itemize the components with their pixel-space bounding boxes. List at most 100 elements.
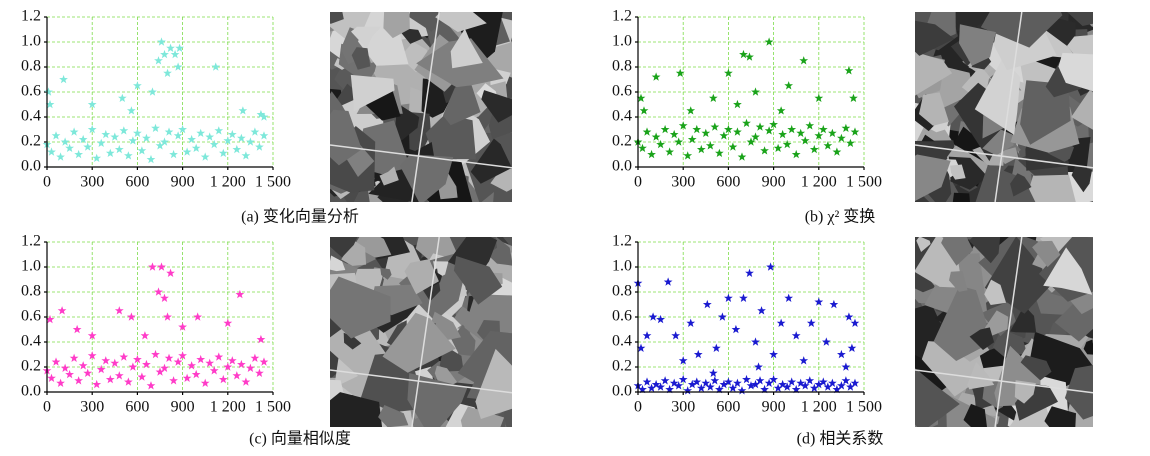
star-point: [791, 331, 801, 340]
star-point: [651, 379, 661, 389]
star-point: [784, 81, 793, 90]
star-point: [724, 124, 733, 134]
star-point: [787, 377, 797, 386]
image-patch: [330, 109, 362, 166]
star-point: [805, 121, 815, 130]
star-point: [256, 109, 266, 119]
star-point: [160, 137, 169, 146]
star-point: [814, 93, 824, 102]
star-point: [51, 131, 61, 140]
star-point: [678, 374, 688, 384]
scatter-plot: 0.0 0.2 0.4 0.6 0.8 1.0 1.2 0 300 600 900 1 200 1 50…: [612, 233, 882, 416]
star-point: [170, 49, 180, 59]
image-patch: [1045, 62, 1082, 98]
star-point: [733, 99, 742, 109]
image-patch: [1032, 240, 1061, 268]
star-point: [712, 343, 721, 352]
star-point: [164, 127, 174, 136]
star-point: [847, 343, 857, 352]
star-point: [701, 378, 711, 387]
star-point: [200, 152, 210, 161]
star-point: [705, 141, 715, 150]
image-patch: [949, 271, 968, 292]
x-tick-label: 1 500: [846, 174, 882, 191]
image-patch: [450, 28, 483, 69]
star-point: [155, 141, 165, 150]
star-point: [647, 383, 656, 392]
star-point: [92, 153, 102, 162]
star-point: [648, 312, 658, 321]
y-tick-label: 1.2: [612, 8, 632, 25]
star-point: [163, 312, 172, 321]
y-tick-label: 0.4: [21, 108, 41, 125]
star-point: [87, 351, 97, 360]
star-point: [709, 93, 718, 102]
star-point: [193, 312, 202, 321]
star-point: [250, 127, 260, 136]
star-point: [146, 381, 156, 390]
image-road: [915, 237, 1093, 427]
star-point: [844, 312, 854, 321]
star-point: [118, 93, 127, 102]
star-point: [764, 37, 774, 46]
star-point: [209, 139, 219, 149]
image-patch: [980, 12, 1063, 48]
image-patch: [967, 361, 995, 390]
star-point: [133, 128, 142, 137]
image-patch: [984, 279, 1007, 305]
star-point: [669, 129, 679, 139]
star-point: [806, 318, 816, 327]
star-point: [127, 106, 136, 115]
image-patch: [984, 310, 1009, 336]
star-point: [256, 334, 266, 344]
x-tick-label: 900: [171, 399, 195, 416]
star-point: [155, 367, 165, 376]
star-point: [778, 379, 787, 389]
image-patch: [383, 12, 410, 39]
star-point: [133, 354, 142, 364]
star-point: [211, 62, 221, 71]
star-point: [782, 139, 792, 149]
star-point: [800, 136, 810, 145]
star-point: [83, 368, 93, 377]
image-road: [330, 237, 512, 427]
star-point: [178, 351, 187, 360]
image-patch: [915, 51, 953, 96]
y-tick-label: 0.0: [612, 158, 632, 175]
star-point: [87, 331, 97, 340]
image-patch: [915, 154, 951, 202]
star-point: [692, 124, 702, 134]
image-patch: [353, 237, 392, 258]
x-tick-label: 900: [762, 399, 786, 416]
star-point: [96, 138, 106, 147]
star-point: [110, 132, 120, 141]
star-point: [791, 384, 801, 394]
image-patch: [380, 267, 392, 280]
star-point: [237, 133, 246, 142]
star-point: [809, 144, 819, 154]
satellite-image: [330, 12, 512, 202]
star-point: [218, 148, 228, 157]
scatter-plot: 0.0 0.2 0.4 0.6 0.8 1.0 1.2 0 300 600 900 1 200 1 50…: [21, 233, 291, 416]
star-point: [742, 374, 751, 384]
star-point: [755, 122, 765, 131]
star-point: [724, 293, 733, 302]
star-point: [709, 368, 718, 377]
image-patch: [442, 85, 481, 126]
x-tick-label: 900: [171, 174, 195, 191]
star-point: [674, 381, 684, 390]
star-point: [51, 357, 61, 366]
star-point: [187, 361, 196, 370]
star-point: [663, 277, 673, 286]
star-point: [686, 106, 696, 115]
star-point: [724, 377, 733, 386]
star-point: [769, 349, 778, 359]
scatter-plot: 0.0 0.2 0.4 0.6 0.8 1.0 1.2 0 300 600 900 1 200 1 50…: [612, 8, 882, 191]
star-point: [241, 151, 251, 160]
star-point: [178, 322, 187, 331]
star-point: [191, 143, 201, 152]
star-point: [69, 127, 79, 136]
image-patch: [404, 259, 439, 295]
star-point: [140, 331, 150, 340]
satellite-image: [915, 237, 1093, 427]
